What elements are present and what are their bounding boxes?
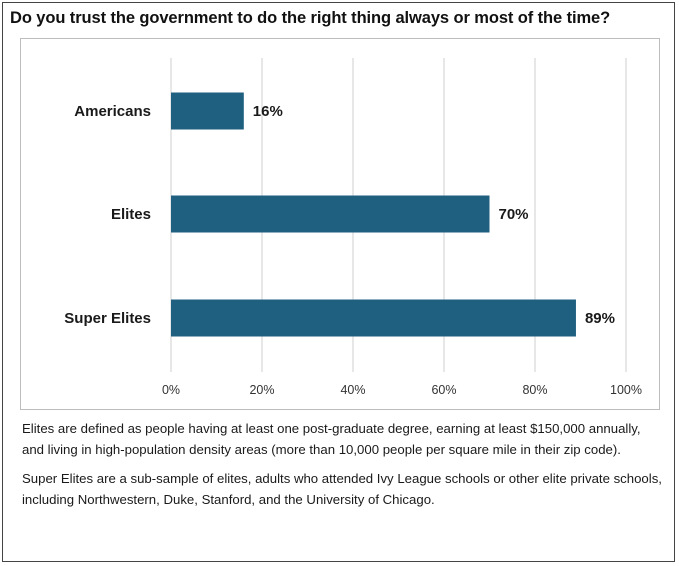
- data-label: 70%: [499, 206, 529, 223]
- bar-chart: 0% 20% 40% 60% 80% 100% Americans 16% Elites 70% S…: [64, 58, 642, 397]
- chart-title: Do you trust the government to do the ri…: [10, 9, 611, 27]
- bar: [171, 92, 244, 130]
- x-tick-label: 100%: [610, 383, 642, 397]
- data-label: 89%: [585, 310, 615, 327]
- bar: [171, 299, 576, 337]
- x-tick-label: 80%: [522, 383, 547, 397]
- footnotes: Elites are defined as people having at l…: [22, 418, 662, 518]
- footnote-super-elites: Super Elites are a sub-sample of elites,…: [22, 471, 662, 507]
- category-label: Americans: [74, 103, 151, 120]
- x-tick-label: 60%: [431, 383, 456, 397]
- x-tick-label: 0%: [162, 383, 180, 397]
- bar: [171, 195, 490, 233]
- chart-area: [20, 38, 660, 410]
- x-tick-label: 40%: [340, 383, 365, 397]
- x-tick-label: 20%: [249, 383, 274, 397]
- category-label: Elites: [111, 206, 151, 223]
- data-label: 16%: [253, 103, 283, 120]
- category-label: Super Elites: [64, 310, 151, 327]
- footnote-elites: Elites are defined as people having at l…: [22, 421, 641, 457]
